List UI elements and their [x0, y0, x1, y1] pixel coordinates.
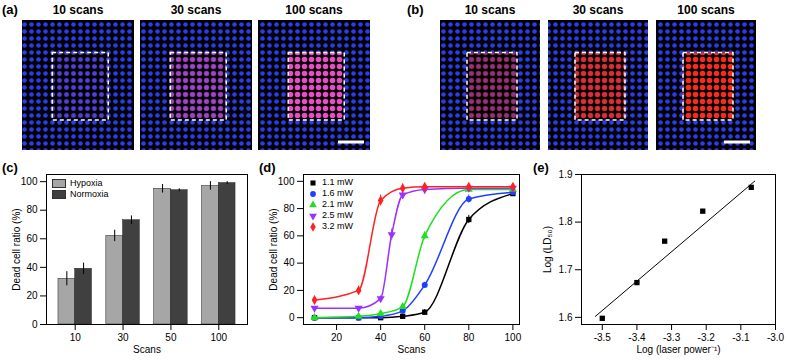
- svg-text:10 scans: 10 scans: [53, 3, 104, 17]
- html-text:Normoxia: Normoxia: [70, 189, 109, 199]
- svg-text:Dead cell ratio (%): Dead cell ratio (%): [11, 208, 22, 290]
- svg-text:-3.5: -3.5: [594, 332, 612, 343]
- svg-text:100 scans: 100 scans: [677, 3, 735, 17]
- svg-text:60: 60: [419, 332, 431, 343]
- svg-text:80: 80: [26, 204, 38, 215]
- svg-text:60: 60: [26, 233, 38, 244]
- html-text:Hypoxia: Hypoxia: [70, 178, 103, 188]
- svg-text:50: 50: [165, 332, 177, 343]
- svg-text:10: 10: [70, 332, 82, 343]
- svg-text:20: 20: [26, 290, 38, 301]
- svg-text:40: 40: [283, 257, 295, 268]
- svg-text:1.6: 1.6: [559, 312, 573, 323]
- html-text:(d): (d): [259, 160, 276, 175]
- svg-text:Log (laser power⁻¹): Log (laser power⁻¹): [636, 344, 720, 355]
- html-text:(c): (c): [2, 160, 18, 175]
- svg-text:40: 40: [375, 332, 387, 343]
- html-text:1.6 mW: 1.6 mW: [322, 188, 353, 198]
- svg-text:-3.4: -3.4: [628, 332, 646, 343]
- svg-text:-3.2: -3.2: [698, 332, 716, 343]
- svg-text:-3.0: -3.0: [767, 332, 785, 343]
- svg-text:Dead cell ratio (%): Dead cell ratio (%): [268, 208, 279, 290]
- svg-text:80: 80: [463, 332, 475, 343]
- svg-text:-3.1: -3.1: [732, 332, 750, 343]
- html-text:1.1 mW: 1.1 mW: [322, 177, 353, 187]
- svg-text:30: 30: [118, 332, 130, 343]
- svg-text:1.8: 1.8: [559, 216, 573, 227]
- html-text:3.2 mW: 3.2 mW: [322, 221, 353, 231]
- svg-text:20: 20: [331, 332, 343, 343]
- html-text:(e): (e): [533, 160, 549, 175]
- svg-text:0: 0: [32, 319, 38, 330]
- svg-text:100: 100: [505, 332, 522, 343]
- svg-text:40: 40: [26, 262, 38, 273]
- svg-text:30 scans: 30 scans: [573, 3, 624, 17]
- svg-text:20: 20: [283, 285, 295, 296]
- svg-text:10 scans: 10 scans: [465, 3, 516, 17]
- svg-text:60: 60: [283, 230, 295, 241]
- svg-text:100: 100: [278, 176, 295, 187]
- svg-text:0: 0: [289, 312, 295, 323]
- html-text:2.1 mW: 2.1 mW: [322, 199, 353, 209]
- svg-text:30 scans: 30 scans: [171, 3, 222, 17]
- html-text:(b): (b): [407, 2, 424, 17]
- html-text:2.5 mW: 2.5 mW: [322, 210, 353, 220]
- svg-text:100: 100: [21, 176, 38, 187]
- svg-text:1.9: 1.9: [559, 169, 573, 180]
- svg-text:Scans: Scans: [398, 344, 426, 355]
- svg-text:100: 100: [210, 332, 227, 343]
- svg-text:Log (LD₅₀): Log (LD₅₀): [542, 226, 553, 273]
- html-text:(a): (a): [2, 2, 18, 17]
- svg-text:Scans: Scans: [133, 344, 161, 355]
- svg-text:100 scans: 100 scans: [285, 3, 343, 17]
- svg-text:1.7: 1.7: [559, 264, 573, 275]
- svg-text:80: 80: [283, 203, 295, 214]
- svg-text:-3.3: -3.3: [663, 332, 681, 343]
